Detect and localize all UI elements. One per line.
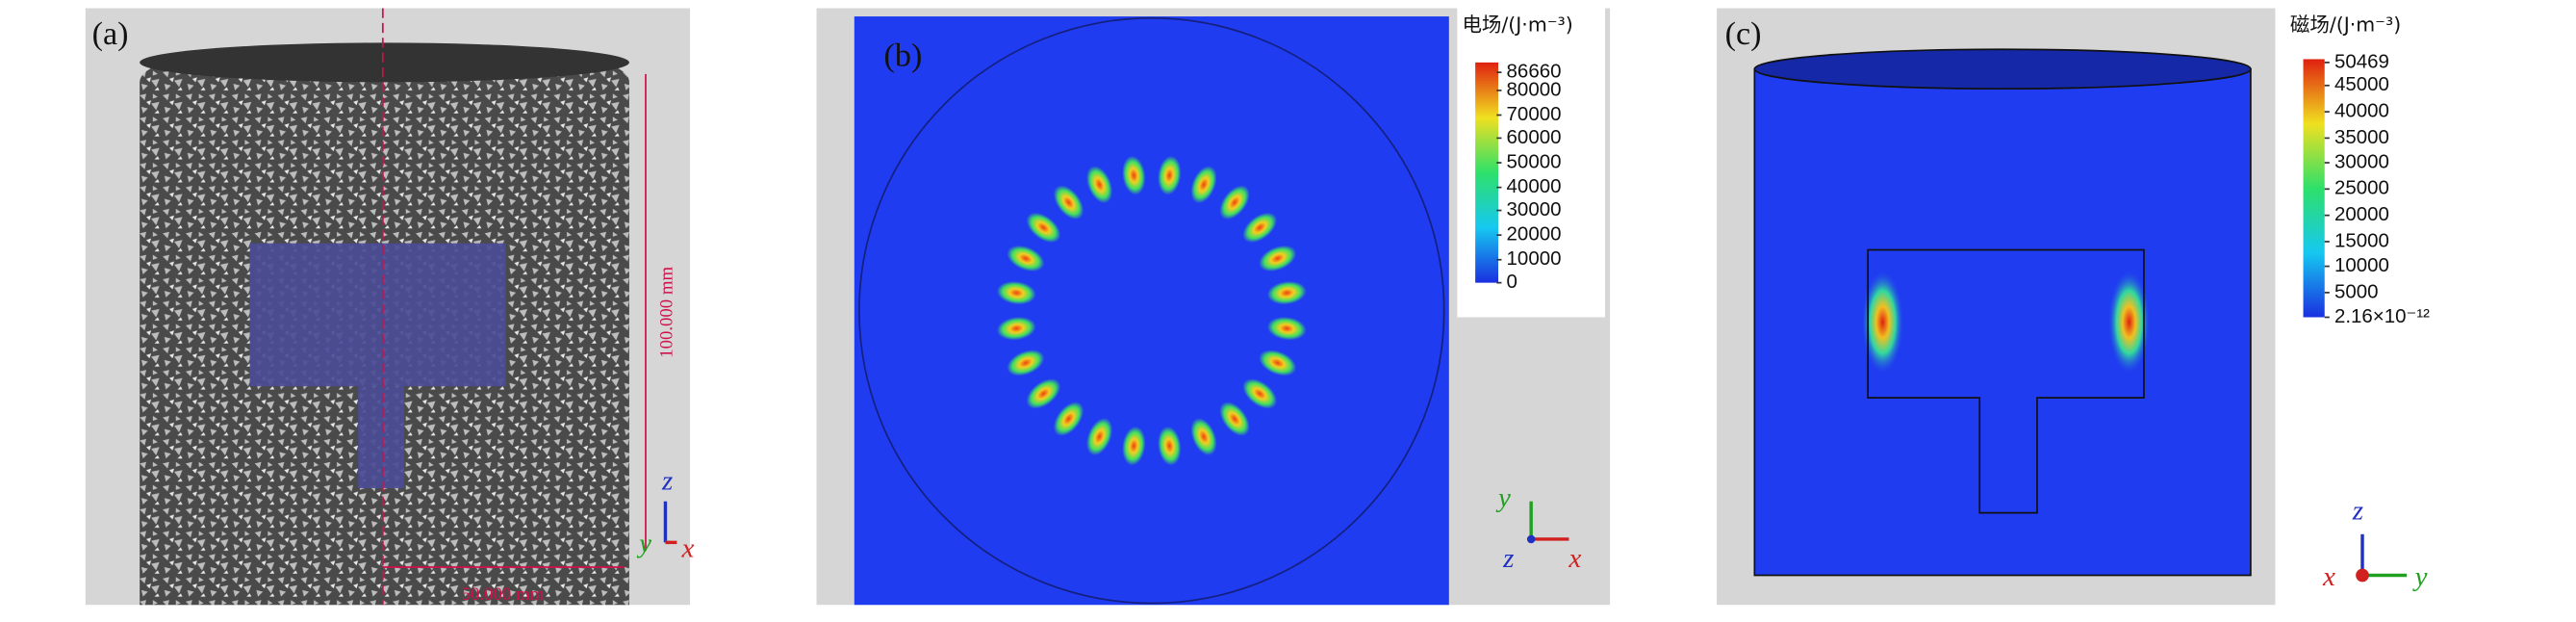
plot-top	[1753, 48, 2252, 91]
dimension-label: 50.000 mm	[462, 584, 545, 605]
hot-spot	[1861, 269, 1904, 376]
axis-letter: x	[1568, 543, 1581, 574]
field-maximum	[1242, 212, 1278, 244]
axis-letter: z	[2352, 495, 2363, 526]
field-maximum	[1266, 281, 1307, 305]
field-maximum	[1259, 245, 1297, 272]
colorbar-tick-label: 2.16×10⁻¹²	[2334, 305, 2430, 327]
colorbar-title: 电场/(J·m⁻³)	[1462, 13, 1572, 36]
field-maximum	[1026, 212, 1061, 244]
field-maximum	[1053, 402, 1084, 436]
colorbar	[2303, 59, 2325, 318]
specimen-top	[140, 42, 629, 83]
colorbar-tick-label: 80000	[1507, 78, 1562, 100]
field-maximum	[1026, 378, 1061, 409]
field-maximum	[996, 281, 1036, 305]
colorbar-tick-label: 30000	[2334, 150, 2389, 172]
colorbar-tick-label: 40000	[2334, 99, 2389, 121]
axis-letter: x	[2322, 561, 2335, 592]
colorbar-tick-label: 40000	[1507, 175, 1562, 197]
field-maximum	[1158, 155, 1182, 195]
axis-letter: z	[1502, 543, 1514, 574]
axis-letter: x	[681, 533, 695, 564]
axis-origin	[1526, 534, 1536, 544]
panel-a: 100.000 mm 50.000 mm (a) z y x	[85, 8, 695, 606]
field-maximum	[1158, 426, 1182, 466]
field-maximum	[1086, 166, 1113, 204]
field-maximum	[1259, 350, 1297, 376]
axis-origin	[2356, 568, 2369, 583]
colorbar-tick-label: 10000	[1507, 247, 1562, 270]
colorbar-tick-label: 10000	[2334, 254, 2389, 276]
field-plot	[1753, 67, 2252, 577]
field-maximum	[1122, 155, 1146, 195]
field-maximum	[1053, 185, 1084, 220]
cavity-outline	[1867, 248, 2145, 514]
field-maximum	[1007, 350, 1045, 376]
colorbar-tick-label: 50000	[1507, 150, 1562, 172]
colorbar-tick-label: 70000	[1507, 103, 1562, 125]
colorbar-tick-label: 0	[1507, 271, 1518, 293]
panel-label: (b)	[884, 38, 923, 73]
boundary	[858, 16, 1445, 605]
axis-letter: y	[1495, 482, 1511, 513]
field-maximum	[1219, 402, 1250, 436]
field-maximum	[1242, 378, 1278, 409]
field-maximum	[1190, 418, 1217, 456]
cavity-stem	[358, 386, 405, 489]
colorbar-tick-label: 20000	[1507, 223, 1562, 246]
colorbar-title: 磁场/(J·m⁻³)	[2290, 13, 2401, 36]
colorbar	[1475, 62, 1499, 283]
colorbar-tick-label: 5000	[2334, 280, 2379, 302]
colorbar-tick-label: 30000	[1507, 198, 1562, 220]
field-maximum	[1190, 166, 1217, 204]
colorbar-tick-label: 35000	[2334, 126, 2389, 148]
field-plot	[854, 16, 1449, 606]
colorbar-tick-label: 45000	[2334, 73, 2389, 95]
colorbar-tick-label: 15000	[2334, 229, 2389, 251]
hot-spot	[2107, 269, 2151, 376]
colorbar-tick-label: 60000	[1507, 126, 1562, 148]
cavity	[249, 243, 506, 387]
dimension-label: 100.000 mm	[656, 267, 676, 358]
colorbar-tick-label: 86660	[1507, 61, 1562, 83]
panel-label: (a)	[92, 16, 129, 52]
field-maximum	[1122, 426, 1146, 466]
axis-letter: y	[2412, 561, 2428, 592]
axis-letter: z	[661, 466, 673, 497]
field-maximum	[1086, 418, 1113, 456]
field-maximum	[1219, 185, 1250, 220]
axis-letter: y	[636, 529, 651, 559]
colorbar-tick-label: 25000	[2334, 177, 2389, 199]
field-maximum	[1007, 245, 1045, 272]
field-maximum	[996, 317, 1036, 341]
colorbar-tick-label: 50469	[2334, 50, 2389, 72]
field-maximum	[1266, 317, 1307, 341]
colorbar-tick-label: 20000	[2334, 203, 2389, 225]
panel-label: (c)	[1725, 16, 1762, 52]
